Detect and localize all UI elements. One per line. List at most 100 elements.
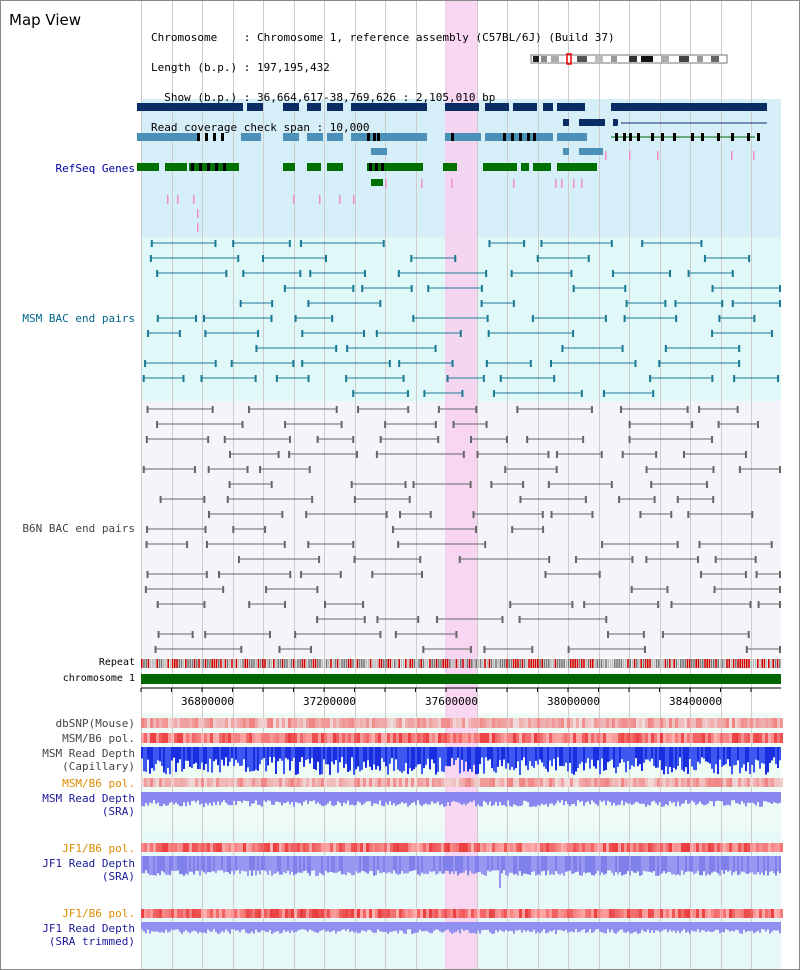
heat-cell <box>513 733 516 743</box>
bac-end <box>555 451 558 458</box>
heat-cell <box>438 733 441 743</box>
depth-bar <box>179 792 181 806</box>
depth-bar <box>759 792 761 807</box>
bac-end <box>145 541 148 548</box>
gene-arrow <box>611 103 616 111</box>
depth-bar <box>261 922 263 931</box>
heat-cell <box>150 909 153 918</box>
heat-cell <box>753 778 756 787</box>
depth-bar <box>257 856 259 871</box>
depth-bar <box>685 792 687 801</box>
bac-end <box>469 436 472 443</box>
bac-end <box>567 646 570 653</box>
depth-bar <box>727 922 729 931</box>
depth-bar <box>649 856 651 872</box>
depth-bar <box>451 792 453 802</box>
repeat-mark <box>550 659 552 668</box>
depth-bar <box>585 922 587 933</box>
depth-bar <box>323 856 325 876</box>
depth-bar <box>619 792 621 805</box>
heat-cell <box>753 718 756 728</box>
depth-bar <box>505 856 507 876</box>
heat-cell <box>432 718 435 728</box>
refseq-genes-label[interactable]: RefSeq Genes <box>55 162 135 175</box>
bac-end <box>376 616 379 623</box>
bac-end <box>587 255 590 262</box>
gene-arrow <box>165 163 170 171</box>
heat-cell <box>498 909 501 918</box>
gene-arrow <box>557 133 562 141</box>
heat-cell <box>561 778 564 787</box>
heat-cell <box>492 718 495 728</box>
highlight-region[interactable] <box>445 1 477 969</box>
repeat-mark <box>699 659 702 668</box>
heat-cell <box>534 909 537 918</box>
msm-bac-label[interactable]: MSM BAC end pairs <box>22 312 135 325</box>
heat-cell <box>540 718 543 728</box>
heat-cell <box>324 733 327 743</box>
exon-block <box>367 133 370 141</box>
repeat-mark <box>574 659 576 668</box>
depth-bar <box>765 922 767 932</box>
depth-bar <box>271 856 273 876</box>
heat-cell <box>684 909 687 918</box>
depth-bar <box>483 922 485 930</box>
heat-cell <box>528 733 531 743</box>
heat-cell <box>744 778 747 787</box>
heat-cell <box>765 718 768 728</box>
chromosome-ideogram[interactable] <box>529 52 729 66</box>
depth-bar <box>491 856 493 871</box>
heat-cell <box>162 778 165 787</box>
depth-bar <box>759 922 761 933</box>
heat-cell <box>717 718 720 728</box>
depth-bar <box>203 792 205 807</box>
depth-bar <box>219 922 221 934</box>
depth-bar <box>343 856 345 875</box>
depth-bar <box>561 792 563 801</box>
depth-bar <box>329 792 331 802</box>
depth-bar <box>361 922 363 931</box>
heat-cell <box>378 843 381 852</box>
depth-bar <box>371 792 373 807</box>
depth-bar <box>149 856 151 876</box>
bac-end <box>687 270 690 277</box>
depth-bar <box>667 856 669 873</box>
repeat-mark <box>611 659 614 668</box>
bac-end <box>516 406 519 413</box>
depth-bar <box>423 747 425 769</box>
b6n-bac-label[interactable]: B6N BAC end pairs <box>22 522 135 535</box>
depth-bar <box>709 922 711 932</box>
depth-bar <box>715 856 717 872</box>
depth-bar <box>587 922 589 933</box>
depth-bar <box>285 922 287 933</box>
heat-cell <box>573 843 576 852</box>
heat-cell <box>348 718 351 728</box>
repeat-mark <box>528 659 530 668</box>
depth-bar <box>293 856 295 876</box>
depth-bar <box>729 792 731 806</box>
depth-bar <box>509 747 511 770</box>
heat-cell <box>651 843 654 852</box>
heat-cell <box>201 909 204 918</box>
depth-bar <box>177 856 179 871</box>
heat-cell <box>288 909 291 918</box>
heat-cell <box>360 778 363 787</box>
heat-cell <box>555 843 558 852</box>
heat-cell <box>339 718 342 728</box>
depth-bar <box>667 922 669 933</box>
depth-bar <box>637 922 639 934</box>
heat-cell <box>369 733 372 743</box>
repeat-mark <box>688 659 691 668</box>
heat-cell <box>201 718 204 728</box>
depth-bar <box>385 922 387 932</box>
heat-cell <box>414 718 417 728</box>
gene-feature <box>307 103 321 111</box>
heat-cell <box>582 909 585 918</box>
grid-line <box>385 1 386 969</box>
bac-end <box>417 616 420 623</box>
depth-bar <box>443 856 445 874</box>
heat-cell <box>399 909 402 918</box>
repeat-mark <box>449 659 451 668</box>
depth-bar <box>187 922 189 932</box>
